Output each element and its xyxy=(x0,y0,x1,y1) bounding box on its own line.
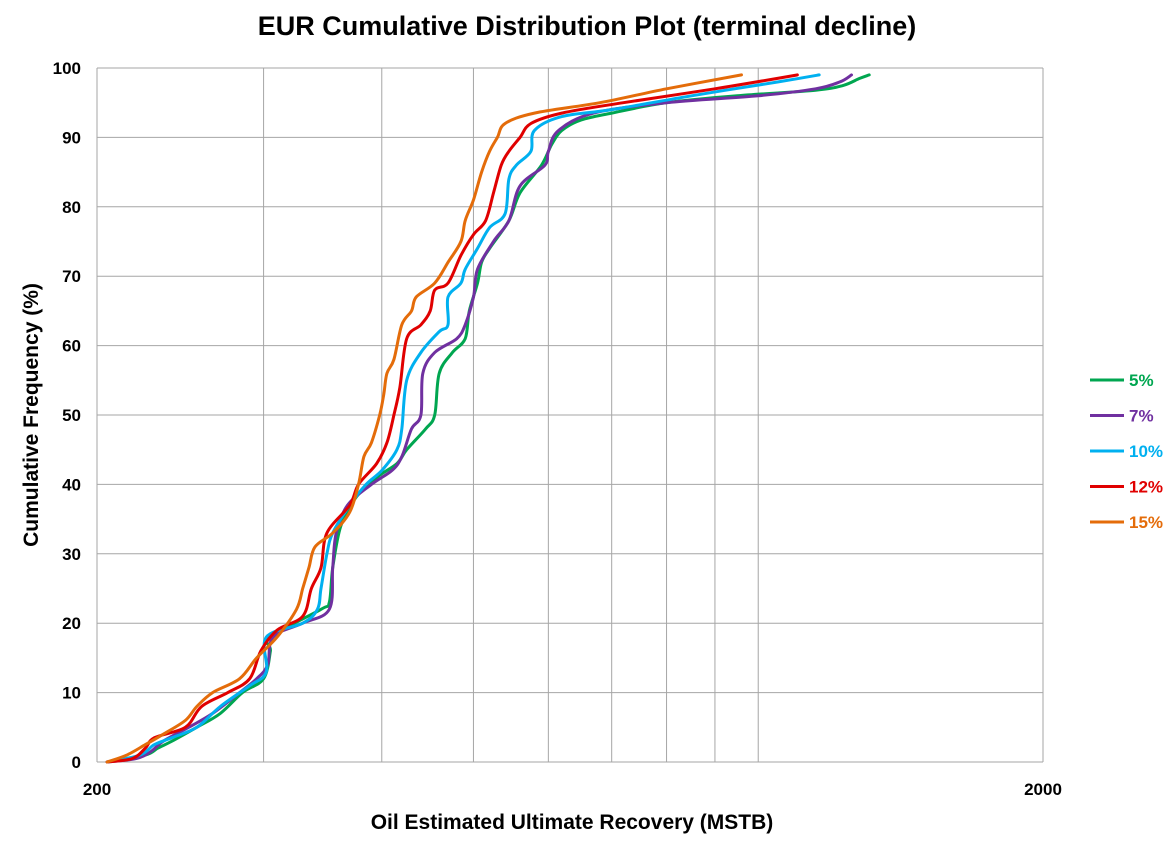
y-tick-label: 60 xyxy=(62,337,81,356)
grid xyxy=(96,67,1044,763)
legend-item: 10% xyxy=(1090,442,1163,461)
y-tick-label: 100 xyxy=(53,59,81,78)
y-axis-ticks: 0 10 20 30 40 50 60 70 80 90 100 xyxy=(53,59,81,772)
legend-label: 5% xyxy=(1129,371,1154,390)
y-tick-label: 0 xyxy=(72,753,81,772)
y-tick-label: 70 xyxy=(62,267,81,286)
legend-label: 15% xyxy=(1129,513,1163,532)
y-axis-label: Cumulative Frequency (%) xyxy=(20,283,43,547)
y-tick-label: 30 xyxy=(62,545,81,564)
series-line-12pct xyxy=(105,73,799,764)
series-lines xyxy=(105,73,871,764)
legend-item: 5% xyxy=(1090,371,1154,390)
series-line-5pct xyxy=(105,73,871,764)
legend-label: 10% xyxy=(1129,442,1163,461)
y-tick-label: 50 xyxy=(62,406,81,425)
series-line-10pct xyxy=(105,73,821,764)
legend-item: 7% xyxy=(1090,407,1154,426)
legend-item: 12% xyxy=(1090,478,1163,497)
series-line-15pct xyxy=(105,73,743,764)
x-tick-label: 2000 xyxy=(1024,780,1062,799)
legend-label: 12% xyxy=(1129,478,1163,497)
y-tick-label: 20 xyxy=(62,614,81,633)
x-tick-label: 200 xyxy=(83,780,111,799)
x-axis-label: Oil Estimated Ultimate Recovery (MSTB) xyxy=(371,811,774,834)
y-tick-label: 40 xyxy=(62,475,81,494)
legend-label: 7% xyxy=(1129,407,1154,426)
chart-title: EUR Cumulative Distribution Plot (termin… xyxy=(258,11,917,41)
y-tick-label: 80 xyxy=(62,198,81,217)
legend: 5% 7% 10% 12% 15% xyxy=(1090,371,1163,532)
y-tick-label: 90 xyxy=(62,128,81,147)
y-tick-label: 10 xyxy=(62,684,81,703)
legend-item: 15% xyxy=(1090,513,1163,532)
x-axis-ticks: 200 2000 xyxy=(83,780,1062,799)
